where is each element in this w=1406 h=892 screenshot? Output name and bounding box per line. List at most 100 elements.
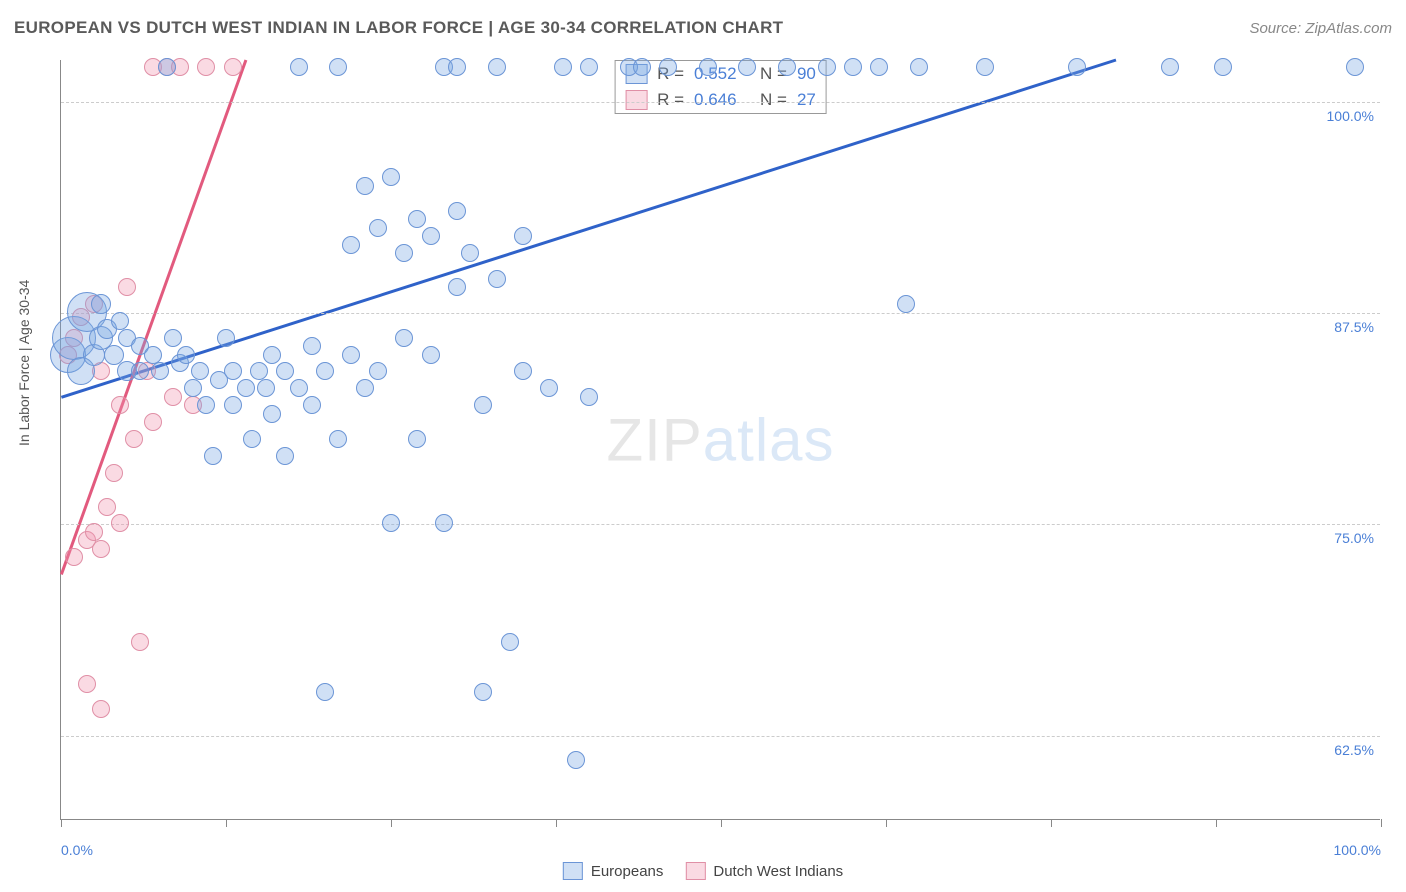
european-point bbox=[1068, 58, 1086, 76]
x-tick bbox=[721, 819, 722, 827]
gridline bbox=[61, 102, 1380, 103]
european-point bbox=[144, 346, 162, 364]
european-point bbox=[276, 362, 294, 380]
dutch-point bbox=[197, 58, 215, 76]
dutch-point bbox=[92, 540, 110, 558]
legend-item: Dutch West Indians bbox=[685, 862, 843, 880]
dutch-point bbox=[78, 675, 96, 693]
european-point bbox=[217, 329, 235, 347]
european-point bbox=[382, 168, 400, 186]
european-point bbox=[461, 244, 479, 262]
y-tick-label: 100.0% bbox=[1327, 108, 1374, 124]
x-tick bbox=[391, 819, 392, 827]
x-tick bbox=[556, 819, 557, 827]
european-point bbox=[91, 294, 111, 314]
r-label: R = bbox=[657, 90, 684, 110]
european-point bbox=[329, 58, 347, 76]
european-point bbox=[204, 447, 222, 465]
european-point bbox=[111, 312, 129, 330]
european-point bbox=[488, 58, 506, 76]
european-point bbox=[514, 362, 532, 380]
european-point bbox=[844, 58, 862, 76]
european-point bbox=[580, 58, 598, 76]
dutch-point bbox=[164, 388, 182, 406]
european-point bbox=[659, 58, 677, 76]
trend-line bbox=[61, 60, 1116, 397]
european-point bbox=[290, 379, 308, 397]
european-point bbox=[580, 388, 598, 406]
european-point bbox=[699, 58, 717, 76]
n-value: 27 bbox=[797, 90, 816, 110]
european-point bbox=[870, 58, 888, 76]
y-tick-label: 87.5% bbox=[1334, 319, 1374, 335]
european-point bbox=[897, 295, 915, 313]
european-point bbox=[474, 683, 492, 701]
gridline bbox=[61, 313, 1380, 314]
y-tick-label: 62.5% bbox=[1334, 742, 1374, 758]
legend-swatch bbox=[625, 90, 647, 110]
european-point bbox=[818, 58, 836, 76]
chart-title: EUROPEAN VS DUTCH WEST INDIAN IN LABOR F… bbox=[14, 18, 783, 38]
european-point bbox=[257, 379, 275, 397]
source-label: Source: ZipAtlas.com bbox=[1249, 20, 1392, 37]
european-point bbox=[356, 379, 374, 397]
european-point bbox=[369, 219, 387, 237]
gridline bbox=[61, 736, 1380, 737]
european-point bbox=[250, 362, 268, 380]
european-point bbox=[197, 396, 215, 414]
european-point bbox=[151, 362, 169, 380]
european-point bbox=[514, 227, 532, 245]
y-tick-label: 75.0% bbox=[1334, 530, 1374, 546]
n-value: 90 bbox=[797, 64, 816, 84]
european-point bbox=[191, 362, 209, 380]
dutch-point bbox=[111, 514, 129, 532]
european-point bbox=[356, 177, 374, 195]
title-row: EUROPEAN VS DUTCH WEST INDIAN IN LABOR F… bbox=[14, 18, 1392, 38]
european-point bbox=[303, 396, 321, 414]
european-point bbox=[633, 58, 651, 76]
european-point bbox=[276, 447, 294, 465]
european-point bbox=[382, 514, 400, 532]
legend-item: Europeans bbox=[563, 862, 664, 880]
european-point bbox=[243, 430, 261, 448]
dutch-point bbox=[92, 700, 110, 718]
european-point bbox=[1214, 58, 1232, 76]
european-point bbox=[738, 58, 756, 76]
european-point bbox=[164, 329, 182, 347]
european-point bbox=[408, 210, 426, 228]
plot-area: ZIPatlas R =0.552N =90R =0.646N =27 62.5… bbox=[60, 60, 1380, 820]
y-axis-title: In Labor Force | Age 30-34 bbox=[16, 280, 32, 446]
correlation-chart: EUROPEAN VS DUTCH WEST INDIAN IN LABOR F… bbox=[0, 0, 1406, 892]
x-tick bbox=[1216, 819, 1217, 827]
n-label: N = bbox=[760, 90, 787, 110]
european-point bbox=[263, 346, 281, 364]
dutch-point bbox=[118, 278, 136, 296]
x-tick bbox=[61, 819, 62, 827]
european-point bbox=[435, 514, 453, 532]
legend-swatch bbox=[685, 862, 705, 880]
x-tick-label: 0.0% bbox=[61, 842, 93, 858]
european-point bbox=[104, 345, 124, 365]
dutch-point bbox=[111, 396, 129, 414]
european-point bbox=[448, 202, 466, 220]
r-value: 0.646 bbox=[694, 90, 746, 110]
european-point bbox=[474, 396, 492, 414]
dutch-point bbox=[224, 58, 242, 76]
european-point bbox=[303, 337, 321, 355]
european-point bbox=[408, 430, 426, 448]
european-point bbox=[316, 362, 334, 380]
dutch-point bbox=[144, 413, 162, 431]
european-point bbox=[224, 396, 242, 414]
european-point bbox=[342, 346, 360, 364]
european-point bbox=[177, 346, 195, 364]
legend-series: Europeans Dutch West Indians bbox=[563, 862, 843, 880]
legend-row: R = 0.646 N = 27 bbox=[615, 87, 826, 113]
dutch-point bbox=[65, 548, 83, 566]
european-point bbox=[567, 751, 585, 769]
dutch-point bbox=[98, 498, 116, 516]
european-point bbox=[342, 236, 360, 254]
european-point bbox=[369, 362, 387, 380]
european-point bbox=[395, 329, 413, 347]
x-tick-label: 100.0% bbox=[1331, 842, 1381, 858]
x-tick bbox=[1051, 819, 1052, 827]
